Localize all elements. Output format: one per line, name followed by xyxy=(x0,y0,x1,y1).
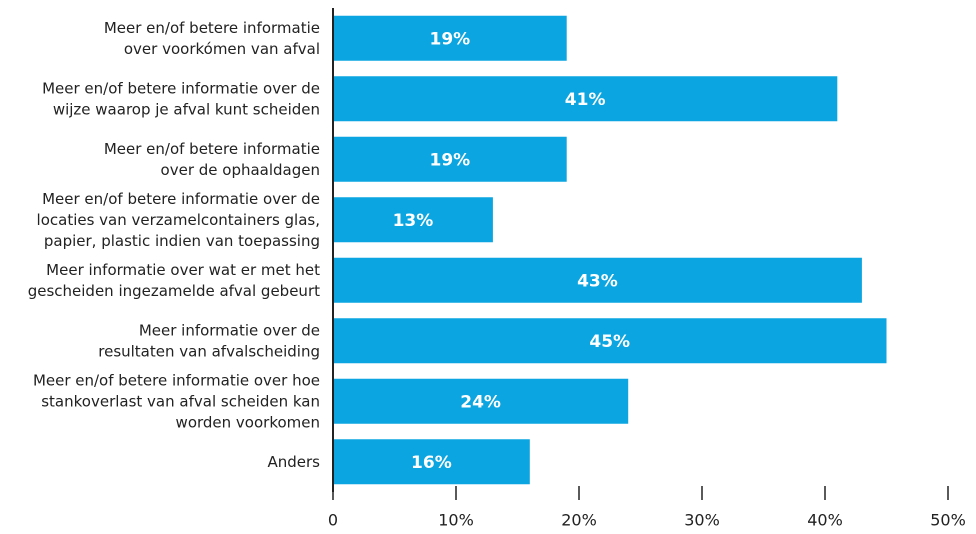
bar xyxy=(333,136,567,182)
x-tick-label: 50% xyxy=(930,511,966,530)
category-label: Anders xyxy=(268,452,321,470)
bar xyxy=(333,378,629,424)
x-tick-label: 30% xyxy=(684,511,720,530)
value-label: 13% xyxy=(393,211,434,231)
x-tick-label: 20% xyxy=(561,511,597,530)
bar xyxy=(333,76,838,122)
value-label: 41% xyxy=(565,90,606,110)
x-tick-label: 40% xyxy=(807,511,843,530)
x-tick-label: 10% xyxy=(438,511,474,530)
bar xyxy=(333,15,567,61)
bar xyxy=(333,197,493,243)
value-label: 43% xyxy=(577,271,618,291)
value-label: 45% xyxy=(589,332,630,352)
category-label: Meer en/of betere informatie over de wijz… xyxy=(42,79,320,118)
bar xyxy=(333,257,862,303)
value-label: 24% xyxy=(460,392,501,412)
value-label: 19% xyxy=(429,29,470,49)
category-label: Meer en/of betere informatie over de loca… xyxy=(37,189,320,249)
value-label: 16% xyxy=(411,453,452,473)
category-label: Meer en/of betere informatie over de opha… xyxy=(104,139,320,178)
category-label: Meer informatie over de resultaten van af… xyxy=(98,321,320,360)
category-label: Meer en/of betere informatie over hoe sta… xyxy=(33,371,320,431)
x-tick-label: 0 xyxy=(328,511,338,530)
bar xyxy=(333,439,530,485)
category-label: Meer en/of betere informatie over voorkóm… xyxy=(104,18,320,57)
value-label: 19% xyxy=(429,150,470,170)
category-label: Meer informatie over wat er met het gesch… xyxy=(28,260,320,299)
bar xyxy=(333,318,887,364)
